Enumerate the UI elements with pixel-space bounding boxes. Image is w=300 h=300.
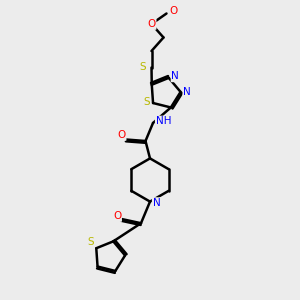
Text: S: S (88, 237, 94, 247)
Text: O: O (113, 211, 121, 221)
Text: S: S (140, 62, 146, 73)
Text: S: S (143, 97, 150, 106)
Text: O: O (170, 5, 178, 16)
Text: N: N (153, 198, 160, 208)
Text: N: N (183, 87, 191, 97)
Text: O: O (147, 19, 156, 29)
Text: NH: NH (156, 116, 171, 127)
Text: N: N (172, 71, 179, 81)
Text: O: O (117, 130, 126, 140)
